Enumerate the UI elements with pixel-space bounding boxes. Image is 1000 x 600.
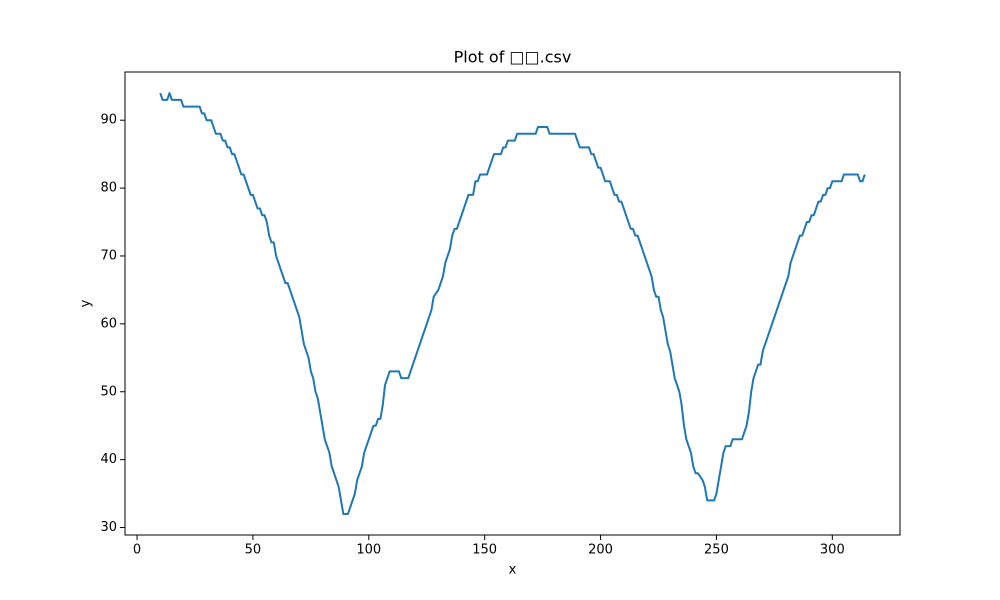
x-tick-label: 150 xyxy=(472,543,497,558)
x-tick-label: 0 xyxy=(133,543,141,558)
data-line xyxy=(159,92,866,515)
y-tick-label: 40 xyxy=(100,452,117,467)
y-tick-label: 80 xyxy=(100,181,117,196)
y-tick-label: 70 xyxy=(100,248,117,263)
x-tick-label: 50 xyxy=(245,543,262,558)
chart-title: Plot of □□.csv xyxy=(454,48,572,67)
x-axis-label: x xyxy=(509,563,517,578)
y-tick-label: 30 xyxy=(100,520,117,535)
y-tick-label: 60 xyxy=(100,316,117,331)
y-tick-label: 50 xyxy=(100,384,117,399)
x-tick-label: 250 xyxy=(704,543,729,558)
x-tick-label: 200 xyxy=(588,543,613,558)
x-tick-label: 300 xyxy=(820,543,845,558)
y-axis-label: y xyxy=(79,299,94,307)
x-tick-label: 100 xyxy=(356,543,381,558)
plot-frame xyxy=(124,71,901,536)
y-tick-label: 90 xyxy=(100,113,117,128)
